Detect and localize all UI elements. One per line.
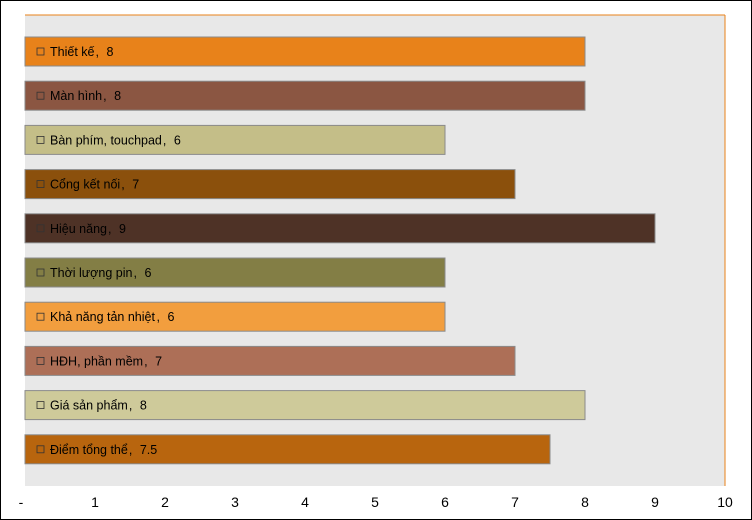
x-tick-label: - [19, 494, 24, 510]
x-tick-label: 2 [161, 494, 169, 510]
bar-key-square [36, 135, 45, 144]
x-tick-label: 3 [231, 494, 239, 510]
bar [24, 124, 446, 155]
bar [24, 213, 656, 244]
bar-category-label: Thời lượng pin [50, 266, 132, 280]
bar-category-label: Bàn phím, touchpad [50, 133, 162, 147]
x-tick-label: 8 [581, 494, 589, 510]
bar-value-label: 7.5 [140, 443, 157, 457]
x-tick-label: 10 [717, 494, 733, 510]
bar-label-separator: , [133, 266, 136, 280]
bar-value-label: 8 [107, 45, 114, 59]
bar-value-label: 8 [114, 89, 121, 103]
bar-key-square [36, 180, 45, 189]
bar-group: Bàn phím, touchpad 6, [24, 124, 446, 155]
bar-key-square [36, 47, 45, 56]
bar [24, 257, 446, 288]
bar [24, 434, 551, 465]
bar-group: Cổng kết nối 7, [24, 169, 516, 200]
bar [24, 301, 446, 332]
bar-label-separator: , [156, 310, 159, 324]
bar-key-square [36, 445, 45, 454]
bar-label-separator: , [103, 89, 106, 103]
bar-group: Giá sản phẩm 8, [24, 390, 586, 421]
bar-value-label: 7 [155, 354, 162, 368]
bar-category-label: Điểm tổng thể [50, 443, 128, 457]
bar-group: HĐH, phần mềm 7, [24, 345, 516, 376]
bar-category-label: Hiệu năng [50, 222, 107, 236]
bar-key-square [36, 268, 45, 277]
bar-label-separator: , [129, 443, 132, 457]
bar-category-label: HĐH, phần mềm [50, 354, 143, 368]
x-tick-label: 5 [371, 494, 379, 510]
bar-key-square [36, 91, 45, 100]
bar-label-separator: , [96, 45, 99, 59]
bar-group: Khả năng tản nhiệt 6, [24, 301, 446, 332]
bar-group: Thời lượng pin 6, [24, 257, 446, 288]
bar-key-square [36, 312, 45, 321]
bar-value-label: 6 [144, 266, 151, 280]
bar-value-label: 8 [140, 399, 147, 413]
bar-key-square [36, 401, 45, 410]
x-tick-label: 7 [511, 494, 519, 510]
bar-key-square [36, 356, 45, 365]
bar [24, 345, 516, 376]
bar-value-label: 7 [132, 178, 139, 192]
x-tick-label: 1 [91, 494, 99, 510]
bar-key-square [36, 224, 45, 233]
bar-value-label: 6 [167, 310, 174, 324]
bar-category-label: Khả năng tản nhiệt [50, 310, 155, 324]
bar-group: Điểm tổng thể 7.5, [24, 434, 551, 465]
bar-category-label: Thiết kế [50, 45, 95, 59]
bar-series: Thiết kế 8,Màn hình 8,Bàn phím, touchpad 6,… [24, 36, 656, 465]
x-tick-label: 9 [651, 494, 659, 510]
bar-value-label: 9 [119, 222, 126, 236]
bar-category-label: Giá sản phẩm [50, 399, 128, 413]
bar-label-separator: , [108, 222, 111, 236]
bar-label-separator: , [163, 133, 166, 147]
bar [24, 390, 586, 421]
bar-label-separator: , [121, 178, 124, 192]
x-axis: - 1 2 3 4 5 6 7 8 9 10 [19, 494, 733, 510]
bar [24, 36, 586, 67]
bar-category-label: Cổng kết nối [50, 178, 120, 192]
bar-group: Màn hình 8, [24, 80, 586, 111]
bar-category-label: Màn hình [50, 89, 102, 103]
x-tick-label: 6 [441, 494, 449, 510]
bar-group: Hiệu năng 9, [24, 213, 656, 244]
bar [24, 169, 516, 200]
bar-group: Thiết kế 8, [24, 36, 586, 67]
bar-value-label: 6 [174, 133, 181, 147]
bar-label-separator: , [129, 399, 132, 413]
bar [24, 80, 586, 111]
x-tick-label: 4 [301, 494, 309, 510]
bar-label-separator: , [144, 354, 147, 368]
